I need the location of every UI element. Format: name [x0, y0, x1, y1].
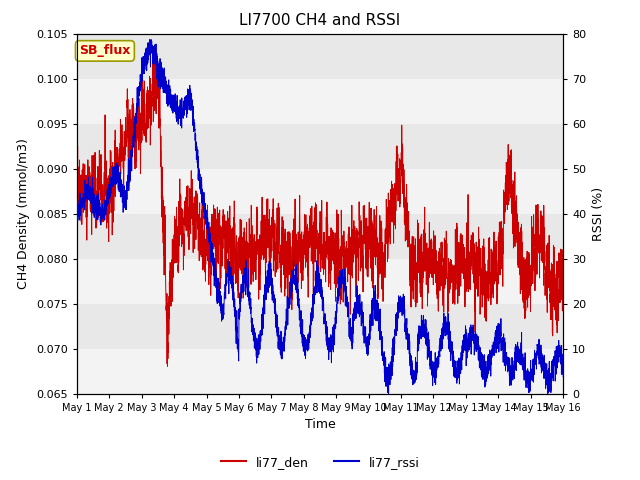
- Bar: [77, 348, 563, 394]
- Y-axis label: CH4 Density (mmol/m3): CH4 Density (mmol/m3): [17, 138, 31, 289]
- li77_den: [209, 223, 217, 228]
- Legend: li77_den, li77_rssi: li77_den, li77_rssi: [216, 451, 424, 474]
- Bar: [77, 79, 563, 123]
- li77_den: [164, 363, 172, 369]
- li77_rssi: [376, 317, 383, 323]
- li77_rssi: [209, 257, 216, 263]
- li77_den: [559, 264, 567, 270]
- Line: li77_rssi: li77_rssi: [77, 39, 563, 394]
- li77_rssi: [367, 320, 375, 325]
- li77_den: [513, 212, 521, 217]
- Line: li77_den: li77_den: [77, 53, 563, 366]
- li77_rssi: [385, 391, 392, 396]
- X-axis label: Time: Time: [305, 418, 335, 431]
- Bar: [77, 259, 563, 303]
- li77_den: [376, 234, 383, 240]
- li77_den: [559, 268, 567, 274]
- li77_rssi: [559, 374, 567, 380]
- Y-axis label: RSSI (%): RSSI (%): [592, 187, 605, 240]
- Text: SB_flux: SB_flux: [79, 44, 131, 58]
- Bar: [77, 168, 563, 214]
- li77_den: [73, 176, 81, 181]
- li77_den: [367, 205, 375, 211]
- li77_rssi: [73, 216, 81, 222]
- li77_rssi: [177, 118, 185, 123]
- li77_rssi: [146, 36, 154, 42]
- li77_rssi: [559, 351, 567, 357]
- Title: LI7700 CH4 and RSSI: LI7700 CH4 and RSSI: [239, 13, 401, 28]
- li77_den: [177, 205, 185, 211]
- li77_rssi: [513, 348, 521, 353]
- li77_den: [148, 50, 156, 56]
